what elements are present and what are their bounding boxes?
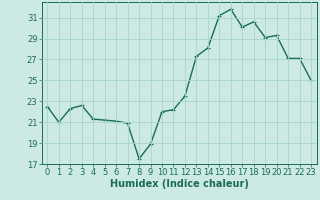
X-axis label: Humidex (Indice chaleur): Humidex (Indice chaleur) (110, 179, 249, 189)
